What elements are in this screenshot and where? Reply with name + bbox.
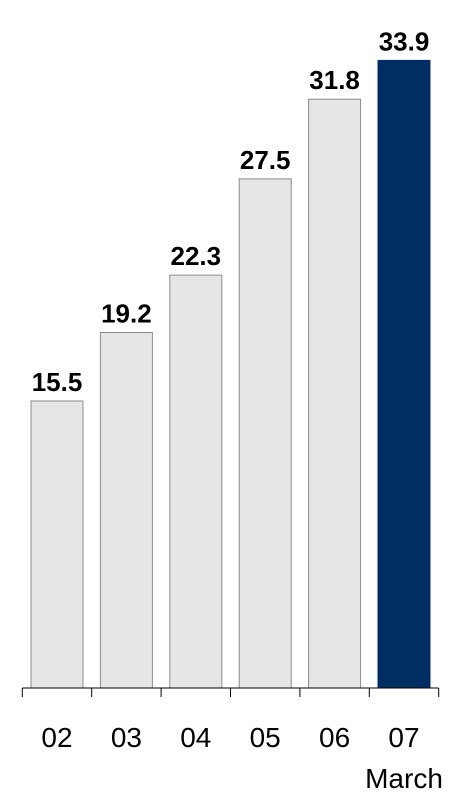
bar-05 [238, 178, 292, 689]
x-tick-label-04: 04 [180, 722, 211, 753]
value-label-02: 15.5 [32, 367, 83, 397]
bar-02 [30, 400, 84, 689]
x-tick-label-07: 07 [388, 722, 419, 753]
value-label-05: 27.5 [240, 145, 291, 175]
x-tick-label-03: 03 [111, 722, 142, 753]
value-label-03: 19.2 [101, 299, 152, 329]
bar-07 [377, 59, 431, 689]
value-label-04: 22.3 [170, 241, 221, 271]
value-labels-layer: 15.5 19.2 22.3 27.5 31.8 33.9 [32, 26, 430, 397]
bar-03 [99, 332, 153, 689]
value-label-07: 33.9 [379, 26, 430, 56]
x-tick-label-06: 06 [319, 722, 350, 753]
x-ticks-layer [21, 688, 440, 697]
bars-layer [30, 59, 431, 689]
annotation-label: March [365, 763, 443, 794]
x-tick-label-02: 02 [41, 722, 72, 753]
x-tick-label-05: 05 [250, 722, 281, 753]
value-label-06: 31.8 [309, 65, 360, 95]
bar-04 [169, 274, 223, 689]
bar-06 [308, 98, 362, 689]
x-tick-labels-layer: 02 03 04 05 06 07 [41, 722, 419, 753]
